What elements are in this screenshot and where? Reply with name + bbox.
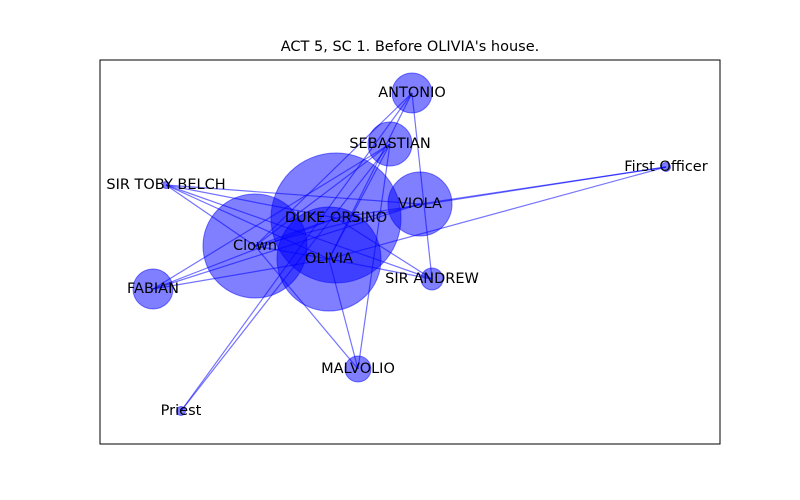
label-group: ANTONIO SEBASTIAN First Officer SIR TOBY BE… xyxy=(106,85,707,419)
node-label-priest: Priest xyxy=(161,403,202,419)
node-label-sebastian: SEBASTIAN xyxy=(349,136,430,152)
node-group xyxy=(132,72,671,416)
node-antonio xyxy=(391,72,433,114)
node-label-sir-toby-belch: SIR TOBY BELCH xyxy=(106,177,225,193)
node-label-antonio: ANTONIO xyxy=(378,85,446,101)
node-label-duke-orsino: DUKE ORSINO xyxy=(285,210,387,226)
node-label-fabian: FABIAN xyxy=(127,281,179,297)
node-first-officer xyxy=(661,162,671,172)
node-sebastian xyxy=(367,121,413,167)
axes-frame xyxy=(99,59,721,445)
node-label-malvolio: MALVOLIO xyxy=(321,361,395,377)
node-malvolio xyxy=(344,355,372,383)
node-label-clown: Clown xyxy=(233,238,277,254)
node-label-olivia: OLIVIA xyxy=(305,251,353,267)
chart-title: ACT 5, SC 1. Before OLIVIA's house. xyxy=(281,39,539,55)
node-sir-andrew xyxy=(420,267,444,291)
node-label-sir-andrew: SIR ANDREW xyxy=(385,271,479,287)
edge-viola-first-officer xyxy=(419,166,667,205)
node-priest xyxy=(176,406,186,416)
node-olivia xyxy=(276,206,382,312)
node-fabian xyxy=(132,268,174,310)
node-label-viola: VIOLA xyxy=(398,196,442,212)
node-sir-toby-belch xyxy=(162,181,170,189)
node-label-first-officer: First Officer xyxy=(624,159,707,175)
